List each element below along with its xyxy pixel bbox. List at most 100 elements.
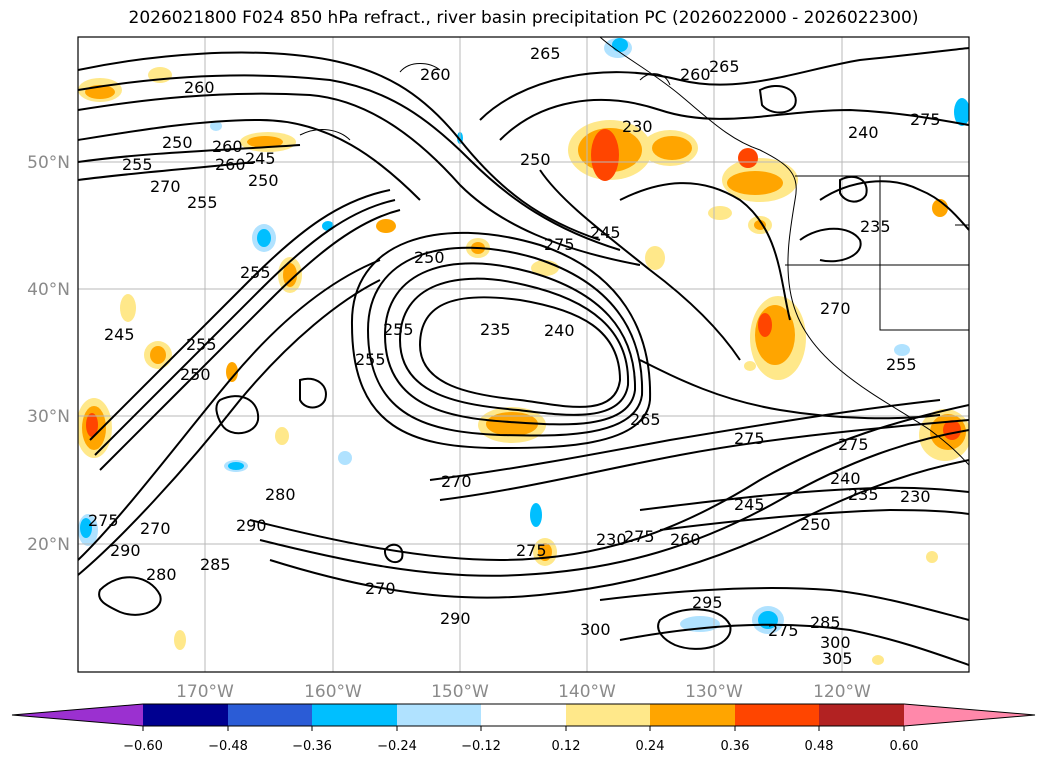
contour-label: 265 — [530, 44, 561, 63]
colorbar-swatch — [819, 704, 904, 726]
contour-label: 290 — [236, 516, 267, 535]
lon-label-120w: 120°W — [813, 682, 871, 702]
contour-label: 250 — [414, 248, 445, 267]
contour-label: 275 — [516, 541, 547, 560]
contour-label: 250 — [800, 515, 831, 534]
colorbar-tick-label: −0.48 — [208, 739, 248, 754]
contour-label: 250 — [162, 133, 193, 152]
contour-labels: 260 265 260 260 250 260 265 255 250 245 … — [88, 44, 941, 668]
contour-label: 260 — [680, 65, 711, 84]
contour-label: 290 — [110, 541, 141, 560]
colorbar-swatch — [397, 704, 481, 726]
contour-label: 245 — [590, 223, 621, 242]
contour-label: 275 — [838, 435, 869, 454]
lat-label-30n: 30°N — [27, 407, 70, 427]
contour-label: 235 — [480, 320, 511, 339]
contour-label: 285 — [200, 555, 231, 574]
contour-label: 245 — [245, 149, 276, 168]
colorbar-swatch — [481, 704, 566, 726]
colorbar-tick-label: −0.12 — [461, 739, 501, 754]
contour-label: 255 — [355, 350, 386, 369]
contour-label: 250 — [248, 171, 279, 190]
colorbar-swatch — [312, 704, 397, 726]
contour-label: 255 — [886, 355, 917, 374]
contour-label: 255 — [240, 263, 271, 282]
colorbar-swatch — [735, 704, 819, 726]
colorbar-tick-label: 0.12 — [552, 739, 581, 754]
map-area: 260 265 260 260 250 260 265 255 250 245 … — [78, 37, 969, 672]
contour-label: 260 — [670, 530, 701, 549]
lon-label-150w: 150°W — [431, 682, 489, 702]
contour-label: 270 — [441, 472, 472, 491]
colorbar: −0.60 −0.48 −0.36 −0.24 −0.12 0.12 0.24 … — [11, 703, 1036, 754]
contour-label: 255 — [186, 335, 217, 354]
contour-label: 300 — [820, 633, 851, 652]
colorbar-swatch — [228, 704, 312, 726]
contour-label: 240 — [830, 469, 861, 488]
contour-label: 280 — [146, 565, 177, 584]
colorbar-tick-label: −0.36 — [292, 739, 332, 754]
colorbar-extend-max — [904, 704, 1035, 726]
colorbar-swatch — [566, 704, 650, 726]
contour-label: 265 — [709, 57, 740, 76]
lat-label-50n: 50°N — [27, 153, 70, 173]
colorbar-tick-label: 0.36 — [721, 739, 750, 754]
colorbar-tick-label: 0.48 — [805, 739, 834, 754]
contour-label: 240 — [544, 321, 575, 340]
contour-label: 255 — [187, 193, 218, 212]
lon-label-170w: 170°W — [176, 682, 234, 702]
lon-label-130w: 130°W — [685, 682, 743, 702]
contour-label: 270 — [365, 579, 396, 598]
contour-label: 270 — [150, 177, 181, 196]
contour-label: 275 — [544, 235, 575, 254]
contour-label: 270 — [820, 299, 851, 318]
lat-label-40n: 40°N — [27, 280, 70, 300]
contour-label: 275 — [768, 621, 799, 640]
contour-label: 275 — [88, 511, 119, 530]
contour-label: 275 — [624, 527, 655, 546]
contour-label: 290 — [440, 609, 471, 628]
contour-label: 295 — [692, 593, 723, 612]
colorbar-swatch — [143, 704, 228, 726]
colorbar-swatch — [650, 704, 735, 726]
coastlines-and-borders — [299, 37, 969, 466]
precip-positive-shading — [78, 67, 969, 665]
contour-label: 275 — [910, 110, 941, 129]
contour-label: 260 — [215, 155, 246, 174]
contour-label: 260 — [184, 78, 215, 97]
contour-label: 245 — [734, 495, 765, 514]
refractivity-contours — [78, 47, 969, 666]
contour-label: 255 — [383, 320, 414, 339]
map-frame — [77, 36, 970, 673]
contour-label: 300 — [580, 620, 611, 639]
contour-label: 235 — [860, 217, 891, 236]
contour-label: 230 — [596, 530, 627, 549]
lon-label-140w: 140°W — [558, 682, 616, 702]
lon-label-160w: 160°W — [304, 682, 362, 702]
contour-label: 230 — [622, 117, 653, 136]
contour-label: 265 — [630, 410, 661, 429]
contour-label: 305 — [822, 649, 853, 668]
contour-label: 260 — [420, 65, 451, 84]
contour-label: 235 — [848, 485, 879, 504]
contour-label: 240 — [848, 123, 879, 142]
colorbar-tick-label: −0.24 — [377, 739, 417, 754]
contour-label: 230 — [900, 487, 931, 506]
lat-label-20n: 20°N — [27, 535, 70, 555]
contour-label: 245 — [104, 325, 135, 344]
colorbar-tick-label: 0.24 — [636, 739, 665, 754]
contour-label: 260 — [212, 137, 243, 156]
contour-label: 275 — [734, 429, 765, 448]
contour-label: 250 — [180, 365, 211, 384]
map-title: 2026021800 F024 850 hPa refract., river … — [128, 8, 919, 28]
colorbar-tick-label: 0.60 — [890, 739, 919, 754]
contour-label: 255 — [122, 155, 153, 174]
contour-label: 285 — [810, 613, 841, 632]
contour-label: 250 — [520, 150, 551, 169]
longitude-axis-labels: 170°W 160°W 150°W 140°W 130°W 120°W — [176, 682, 871, 702]
latitude-axis-labels: 50°N 40°N 30°N 20°N — [27, 153, 70, 555]
colorbar-tick-label: −0.60 — [123, 739, 163, 754]
contour-label: 280 — [265, 485, 296, 504]
contour-label: 270 — [140, 519, 171, 538]
